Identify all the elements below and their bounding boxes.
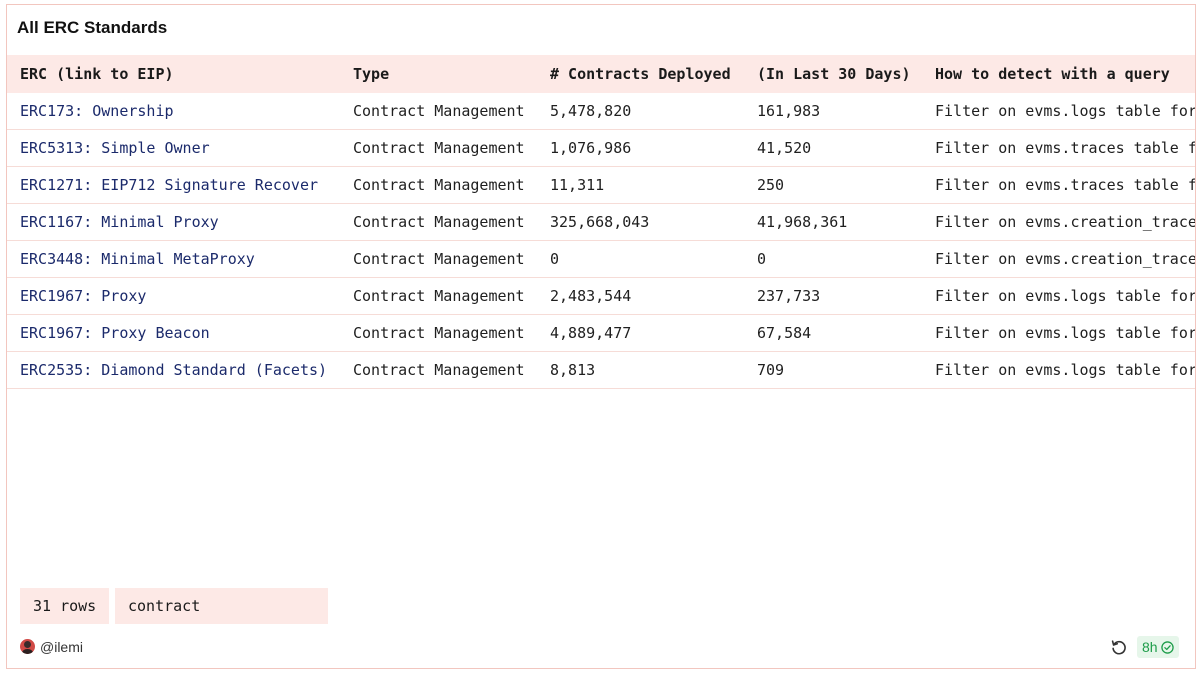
deployed-cell: 4,889,477 bbox=[550, 324, 632, 342]
erc-link[interactable]: ERC1967: Proxy Beacon bbox=[20, 324, 210, 342]
table-body: ERC173: Ownership Contract Management 5,… bbox=[7, 93, 1196, 389]
type-cell: Contract Management bbox=[353, 361, 525, 379]
table-row: ERC173: Ownership Contract Management 5,… bbox=[7, 93, 1196, 130]
erc-link[interactable]: ERC5313: Simple Owner bbox=[20, 139, 210, 157]
table-row: ERC1967: Proxy Beacon Contract Managemen… bbox=[7, 315, 1196, 352]
last-30-days-cell: 41,968,361 bbox=[757, 213, 848, 231]
erc-link[interactable]: ERC1967: Proxy bbox=[20, 287, 147, 305]
table-row: ERC1271: EIP712 Signature Recover Contra… bbox=[7, 167, 1196, 204]
deployed-cell: 1,076,986 bbox=[550, 139, 632, 157]
erc-link[interactable]: ERC173: Ownership bbox=[20, 102, 174, 120]
column-header-detect-query[interactable]: How to detect with a query bbox=[935, 65, 1170, 83]
column-header-deployed[interactable]: # Contracts Deployed bbox=[550, 65, 731, 83]
freshness-label: 8h bbox=[1142, 639, 1158, 655]
type-cell: Contract Management bbox=[353, 213, 525, 231]
avatar bbox=[20, 639, 35, 655]
author-name: @ilemi bbox=[40, 639, 83, 655]
last-30-days-cell: 41,520 bbox=[757, 139, 812, 157]
table-header: ERC (link to EIP) Type # Contracts Deplo… bbox=[7, 55, 1195, 93]
results-table: ERC (link to EIP) Type # Contracts Deplo… bbox=[7, 55, 1196, 389]
check-circle-icon bbox=[1160, 641, 1174, 654]
detect-query-cell: Filter on evms.logs table for bbox=[935, 324, 1196, 342]
column-header-erc[interactable]: ERC (link to EIP) bbox=[20, 65, 174, 83]
deployed-cell: 8,813 bbox=[550, 361, 596, 379]
detect-query-cell: Filter on evms.traces table fo bbox=[935, 176, 1196, 194]
last-30-days-cell: 709 bbox=[757, 361, 785, 379]
erc-link[interactable]: ERC1167: Minimal Proxy bbox=[20, 213, 219, 231]
detect-query-cell: Filter on evms.logs table for bbox=[935, 287, 1196, 305]
last-30-days-cell: 67,584 bbox=[757, 324, 812, 342]
table-row: ERC3448: Minimal MetaProxy Contract Mana… bbox=[7, 241, 1196, 278]
refresh-icon[interactable] bbox=[1110, 638, 1128, 656]
deployed-cell: 11,311 bbox=[550, 176, 605, 194]
last-30-days-cell: 250 bbox=[757, 176, 785, 194]
type-cell: Contract Management bbox=[353, 139, 525, 157]
type-cell: Contract Management bbox=[353, 176, 525, 194]
type-cell: Contract Management bbox=[353, 102, 525, 120]
detect-query-cell: Filter on evms.creation_traces bbox=[935, 250, 1196, 268]
author-link[interactable]: @ilemi bbox=[20, 638, 83, 656]
table-row: ERC2535: Diamond Standard (Facets) Contr… bbox=[7, 352, 1196, 389]
column-header-last-30-days[interactable]: (In Last 30 Days) bbox=[757, 65, 911, 83]
deployed-cell: 325,668,043 bbox=[550, 213, 650, 231]
type-cell: Contract Management bbox=[353, 250, 525, 268]
deployed-cell: 0 bbox=[550, 250, 560, 268]
table-row: ERC1967: Proxy Contract Management 2,483… bbox=[7, 278, 1196, 315]
erc-standards-widget: All ERC Standards ERC (link to EIP) Type… bbox=[6, 4, 1196, 669]
table-footer: 31 rows bbox=[20, 588, 328, 624]
freshness-badge[interactable]: 8h bbox=[1137, 636, 1179, 658]
table-row: ERC1167: Minimal Proxy Contract Manageme… bbox=[7, 204, 1196, 241]
table-row: ERC5313: Simple Owner Contract Managemen… bbox=[7, 130, 1196, 167]
last-30-days-cell: 0 bbox=[757, 250, 767, 268]
results-table-container[interactable]: ERC (link to EIP) Type # Contracts Deplo… bbox=[7, 55, 1196, 389]
erc-link[interactable]: ERC3448: Minimal MetaProxy bbox=[20, 250, 255, 268]
detect-query-cell: Filter on evms.logs table for bbox=[935, 102, 1196, 120]
last-30-days-cell: 237,733 bbox=[757, 287, 821, 305]
type-cell: Contract Management bbox=[353, 324, 525, 342]
detect-query-cell: Filter on evms.creation_traces bbox=[935, 213, 1196, 231]
detect-query-cell: Filter on evms.logs table for bbox=[935, 361, 1196, 379]
detect-query-cell: Filter on evms.traces table fo bbox=[935, 139, 1196, 157]
row-count-badge: 31 rows bbox=[20, 588, 109, 624]
column-header-type[interactable]: Type bbox=[353, 65, 390, 83]
widget-title: All ERC Standards bbox=[17, 18, 168, 37]
deployed-cell: 5,478,820 bbox=[550, 102, 632, 120]
erc-link[interactable]: ERC2535: Diamond Standard (Facets) bbox=[20, 361, 328, 379]
last-30-days-cell: 161,983 bbox=[757, 102, 821, 120]
search-input[interactable] bbox=[115, 588, 328, 624]
erc-link[interactable]: ERC1271: EIP712 Signature Recover bbox=[20, 176, 319, 194]
type-cell: Contract Management bbox=[353, 287, 525, 305]
deployed-cell: 2,483,544 bbox=[550, 287, 632, 305]
header-row: ERC (link to EIP) Type # Contracts Deplo… bbox=[7, 55, 1195, 93]
